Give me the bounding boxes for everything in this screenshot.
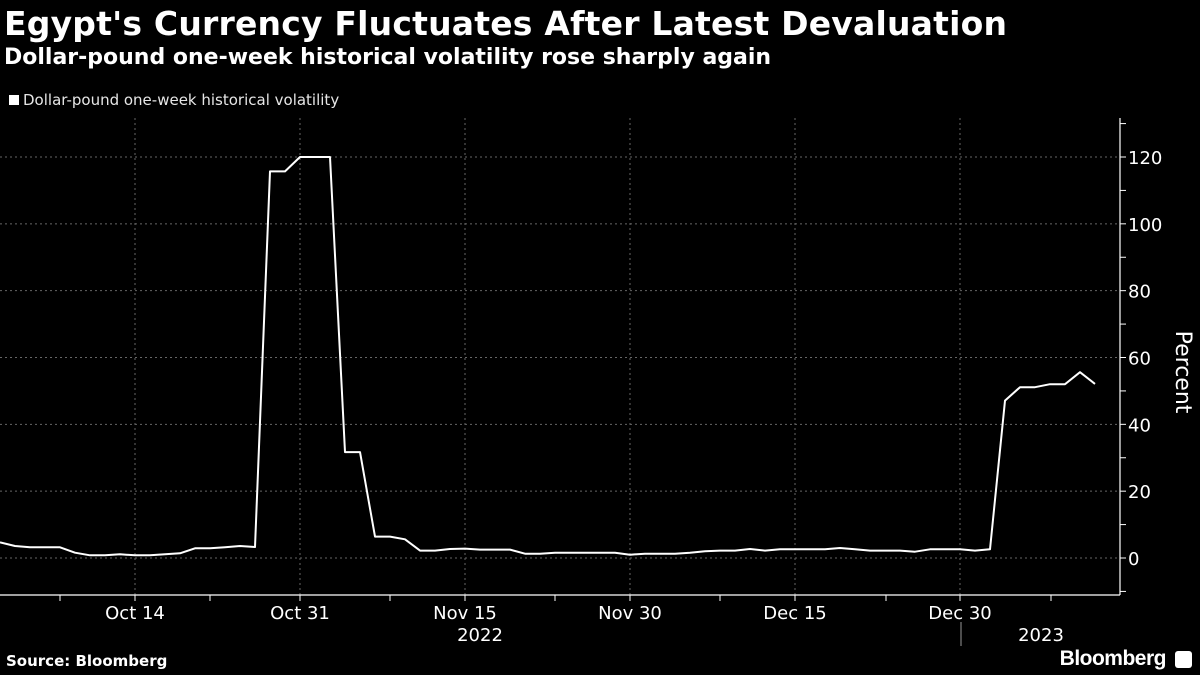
- x-tick-label: Oct 31: [270, 603, 330, 624]
- x-tick-label: Oct 14: [105, 603, 165, 624]
- bloomberg-chart-icon: [1175, 651, 1192, 668]
- x-tick-label: Dec 30: [928, 603, 991, 624]
- legend: Dollar-pound one-week historical volatil…: [9, 91, 339, 109]
- source-note: Source: Bloomberg: [6, 652, 168, 670]
- bloomberg-logo: Bloomberg: [1059, 647, 1167, 670]
- legend-label: Dollar-pound one-week historical volatil…: [23, 91, 340, 109]
- y-tick-label: 100: [1128, 215, 1162, 236]
- year-label-2022: 2022: [457, 625, 503, 646]
- chart-title: Egypt's Currency Fluctuates After Latest…: [4, 4, 1008, 43]
- y-axis-label: Percent: [1170, 331, 1195, 414]
- y-tick-label: 80: [1128, 282, 1151, 303]
- year-label-2023: 2023: [1018, 625, 1064, 646]
- series-line: [0, 156, 1096, 557]
- y-tick-label: 20: [1128, 482, 1151, 503]
- legend-swatch: [9, 95, 19, 105]
- y-tick-label: 0: [1128, 549, 1139, 570]
- y-tick-label: 120: [1128, 148, 1162, 169]
- x-tick-label: Nov 15: [433, 603, 497, 624]
- chart-subtitle: Dollar-pound one-week historical volatil…: [4, 45, 772, 70]
- x-tick-label: Nov 30: [598, 603, 662, 624]
- y-tick-label: 40: [1128, 415, 1151, 436]
- y-tick-label: 60: [1128, 349, 1151, 370]
- x-tick-label: Dec 15: [763, 603, 826, 624]
